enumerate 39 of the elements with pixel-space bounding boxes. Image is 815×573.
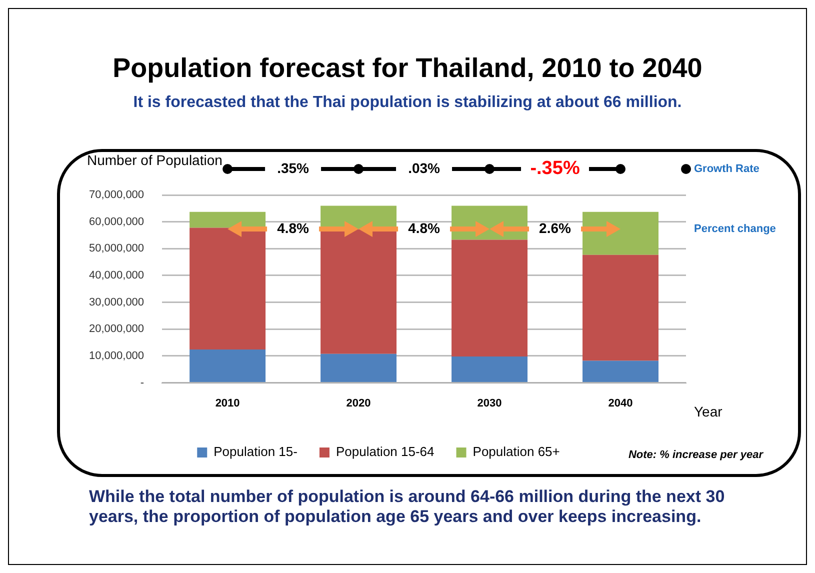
bar (452, 240, 528, 357)
y-tick-label: 10,000,000 (88, 350, 144, 362)
bar (320, 354, 397, 382)
x-tick-label: 2010 (215, 397, 240, 410)
legend-label: Population 15- (214, 444, 298, 460)
legend-label: Population 65+ (472, 444, 560, 460)
chart-title: Population forecast for Thailand, 2010 to 2040 (112, 53, 704, 84)
annotation: 2.6% (539, 220, 572, 236)
bar (582, 254, 658, 361)
y-tick-label: 30,000,000 (88, 296, 144, 308)
y-axis-title: Number of Population (87, 152, 222, 168)
y-tick-label: 40,000,000 (88, 270, 144, 282)
legend-label: Population 15-64 (336, 444, 434, 460)
chart-subtitle: It is forecasted that the Thai population is stabilizing at about 66 million. (132, 94, 683, 112)
text: While the total number of population is around 64-66 million during the next 30 years, the proportion of population age 65 years and over keeps increasing. (89, 487, 726, 527)
bar (190, 350, 266, 382)
bar (452, 356, 528, 382)
y-tick-label: 60,000,000 (88, 216, 144, 228)
bar (190, 228, 266, 350)
bar (320, 229, 397, 354)
y-tick-label: - (140, 376, 144, 389)
y-tick-label: 50,000,000 (88, 242, 144, 255)
annotation: 4.8% (277, 220, 310, 236)
text: Percent change (694, 223, 776, 236)
text: Growth Rate (694, 163, 760, 176)
text: Note: % increase per year (628, 449, 764, 462)
y-tick-label: 20,000,000 (88, 323, 144, 336)
bar (190, 212, 266, 228)
x-tick-label: 2020 (346, 397, 371, 410)
x-tick-label: 2030 (477, 397, 502, 410)
text: .35% (277, 160, 310, 176)
bar (582, 360, 658, 382)
y-tick-label: 70,000,000 (88, 189, 144, 202)
x-tick-label: 2040 (608, 397, 633, 410)
text: .03% (408, 160, 441, 176)
bar (582, 212, 658, 255)
text: -.35% (530, 158, 580, 180)
x-axis-title: Year (694, 404, 723, 420)
annotation: 4.8% (408, 220, 441, 236)
